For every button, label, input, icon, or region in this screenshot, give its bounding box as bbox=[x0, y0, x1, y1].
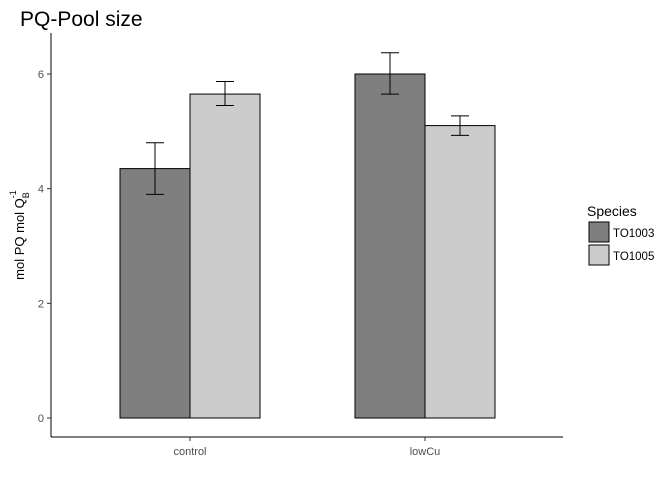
error-bars bbox=[146, 52, 469, 195]
chart-title: PQ-Pool size bbox=[20, 8, 143, 31]
y-axis-title-subscript: B bbox=[21, 192, 31, 198]
plot-area: 0 2 4 6 control lowCu bbox=[38, 33, 563, 458]
bars bbox=[119, 73, 496, 419]
legend-title: Species bbox=[587, 203, 637, 219]
error-bar-TO1003-lowCu bbox=[381, 52, 399, 95]
bar-TO1005-lowCu bbox=[424, 125, 496, 419]
legend-items: TO1003 TO1005 bbox=[588, 221, 654, 266]
error-bar-TO1005-lowCu bbox=[451, 115, 469, 136]
x-tick-label: control bbox=[173, 446, 206, 458]
y-axis-title-main: mol PQ mol Q bbox=[12, 198, 27, 280]
legend-label-TO1003: TO1003 bbox=[613, 228, 654, 240]
y-tick-label: 2 bbox=[38, 298, 44, 310]
bar-TO1003-control bbox=[119, 168, 191, 419]
error-bar-TO1003-control bbox=[146, 142, 164, 195]
y-tick-label: 4 bbox=[38, 184, 44, 196]
legend: Species TO1003 TO1005 bbox=[587, 203, 654, 266]
y-axis-title-superscript: -1 bbox=[8, 190, 18, 198]
legend-label-TO1005: TO1005 bbox=[613, 251, 654, 263]
bar-TO1005-control bbox=[189, 93, 261, 419]
y-ticks: 0 2 4 6 bbox=[38, 69, 51, 425]
y-axis-title: mol PQ mol QB-1 bbox=[8, 190, 31, 280]
y-tick-label: 6 bbox=[38, 69, 44, 81]
legend-key-TO1005 bbox=[588, 244, 610, 266]
legend-key-TO1003 bbox=[588, 221, 610, 243]
bar-TO1003-lowCu bbox=[354, 73, 426, 419]
x-ticks: control lowCu bbox=[173, 437, 440, 458]
error-bar-TO1005-control bbox=[216, 80, 234, 107]
x-tick-label: lowCu bbox=[410, 446, 441, 458]
y-tick-label: 0 bbox=[38, 413, 44, 425]
